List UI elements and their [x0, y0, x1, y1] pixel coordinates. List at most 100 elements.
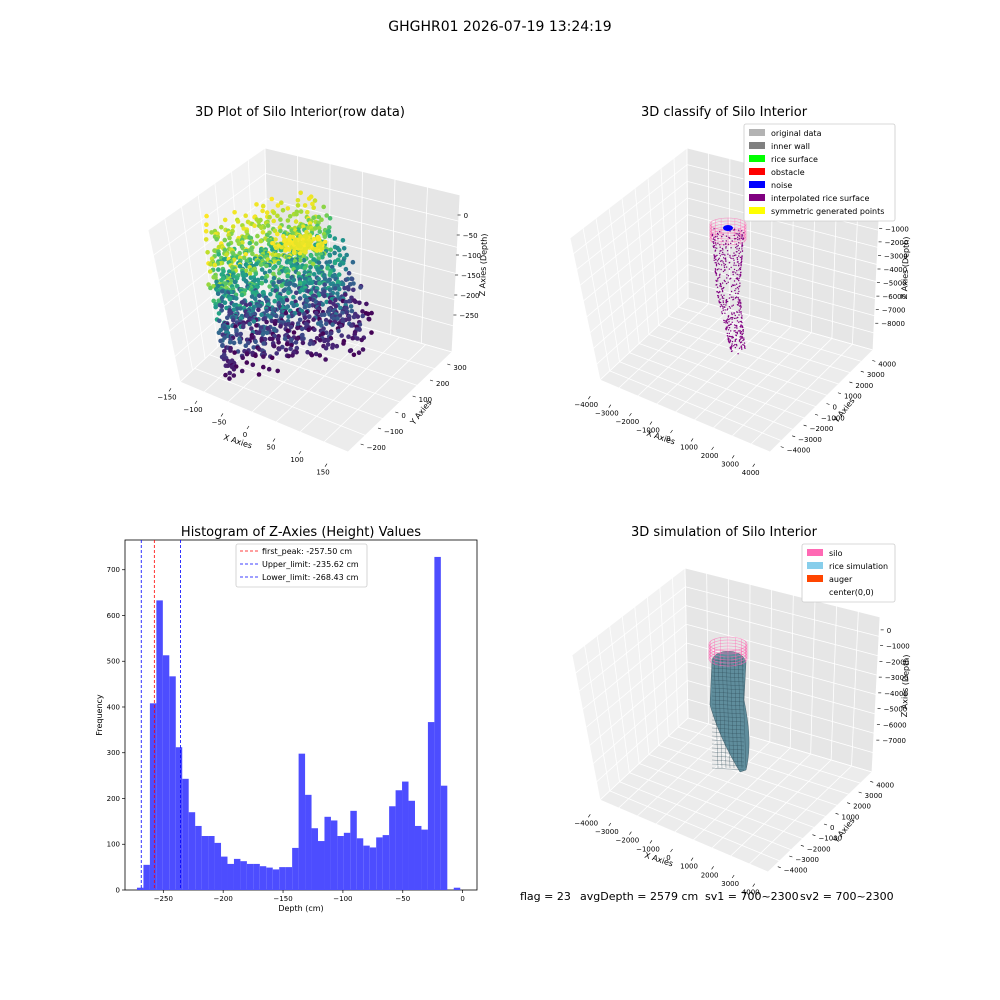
- interpolated-point: [727, 329, 730, 331]
- raw-point: [264, 319, 269, 325]
- grid-line: [595, 217, 620, 362]
- legend-label: obstacle: [771, 168, 805, 177]
- interpolated-point: [733, 280, 736, 282]
- raw-point: [261, 364, 266, 370]
- raw-point: [219, 308, 224, 313]
- interpolated-point: [737, 296, 739, 299]
- raw-point: [267, 269, 273, 274]
- z-tick-label: −4000: [884, 690, 908, 698]
- y-tick-mark: [789, 855, 793, 858]
- x-tick-mark: [670, 848, 673, 853]
- y-tick-mark: [858, 791, 862, 794]
- raw-point: [348, 304, 354, 309]
- rice-surface-mesh: [711, 683, 745, 687]
- interpolated-point: [729, 307, 731, 309]
- raw-point: [260, 208, 265, 214]
- raw-point: [231, 307, 237, 313]
- y-tick-mark: [872, 360, 876, 362]
- status-avg-depth: avgDepth = 2579 cm: [580, 890, 698, 903]
- raw-point: [224, 305, 229, 311]
- legend-frame: [801, 543, 896, 603]
- raw-point: [231, 367, 237, 372]
- raw-point: [285, 218, 291, 223]
- raw-point: [284, 341, 290, 347]
- raw-point: [292, 283, 298, 288]
- raw-point: [273, 288, 278, 294]
- interpolated-point: [713, 245, 716, 247]
- interpolated-point: [736, 257, 738, 259]
- interpolated-point: [715, 280, 718, 282]
- x-tick-label: −100: [183, 406, 202, 414]
- raw-point: [258, 238, 264, 244]
- raw-point: [288, 346, 293, 352]
- raw-point: [299, 326, 305, 332]
- raw-point: [261, 341, 266, 346]
- z-tick-label: −100: [462, 252, 481, 260]
- interpolated-point: [740, 267, 742, 269]
- raw-point: [325, 265, 330, 271]
- interpolated-point: [726, 327, 728, 329]
- interpolated-point: [739, 282, 741, 284]
- rice-surface-mesh: [711, 691, 745, 695]
- x-tick-label: 1000: [680, 443, 698, 451]
- interpolated-point: [734, 346, 737, 349]
- raw-point: [273, 237, 278, 242]
- interpolated-point: [738, 247, 740, 250]
- raw-point: [308, 253, 314, 259]
- interpolated-point: [713, 242, 715, 245]
- interpolated-point: [735, 254, 737, 256]
- raw-point: [271, 275, 277, 281]
- grid-line: [599, 799, 769, 873]
- legend-label: noise: [771, 181, 792, 190]
- interpolated-point: [732, 255, 734, 257]
- raw-point: [227, 235, 232, 241]
- interpolated-point: [740, 346, 742, 348]
- y-tick-label: 700: [107, 566, 120, 574]
- raw-point: [297, 251, 303, 256]
- interpolated-point: [731, 335, 733, 338]
- raw-point: [271, 343, 277, 349]
- raw-point: [208, 285, 213, 291]
- histogram-bar: [369, 847, 377, 890]
- rice-surface-mesh: [711, 763, 745, 767]
- grid-line: [647, 177, 660, 326]
- classify-zlabel: Z Axies (Depth): [900, 236, 911, 299]
- interpolated-point: [721, 290, 724, 293]
- interpolated-point: [740, 326, 742, 328]
- interpolated-point: [731, 350, 733, 352]
- interpolated-point: [728, 297, 731, 299]
- grid-line: [687, 264, 875, 317]
- raw-point: [240, 355, 245, 361]
- panel-histogram: Histogram of Z-Axies (Height) Values −25…: [95, 525, 478, 913]
- raw-point: [340, 238, 346, 243]
- interpolated-point: [739, 305, 741, 307]
- histogram-bars: [136, 556, 461, 890]
- raw-point: [323, 239, 328, 244]
- raw-point: [233, 324, 238, 329]
- raw-point: [270, 241, 275, 246]
- legend-label: symmetric generated points: [771, 207, 884, 216]
- raw-point: [222, 349, 227, 354]
- grid-line: [569, 147, 688, 239]
- interpolated-point: [741, 257, 743, 260]
- interpolated-point: [731, 318, 733, 320]
- grid-line: [687, 214, 877, 265]
- grid-line: [687, 230, 877, 282]
- raw-point: [337, 286, 342, 292]
- raw-point: [356, 350, 362, 356]
- interpolated-point: [738, 290, 740, 293]
- grid-line: [684, 567, 881, 618]
- raw-point: [319, 312, 324, 318]
- interpolated-point: [720, 286, 722, 288]
- grid-line: [728, 158, 731, 310]
- interpolated-point: [732, 284, 735, 287]
- grid-line: [158, 198, 267, 281]
- interpolated-point: [733, 268, 736, 271]
- interpolated-point: [740, 265, 742, 267]
- raw-point: [298, 234, 303, 239]
- raw-point: [222, 237, 228, 243]
- grid-line: [767, 771, 873, 873]
- raw-point: [327, 225, 332, 230]
- raw-point: [243, 252, 248, 257]
- interpolated-point: [728, 327, 731, 329]
